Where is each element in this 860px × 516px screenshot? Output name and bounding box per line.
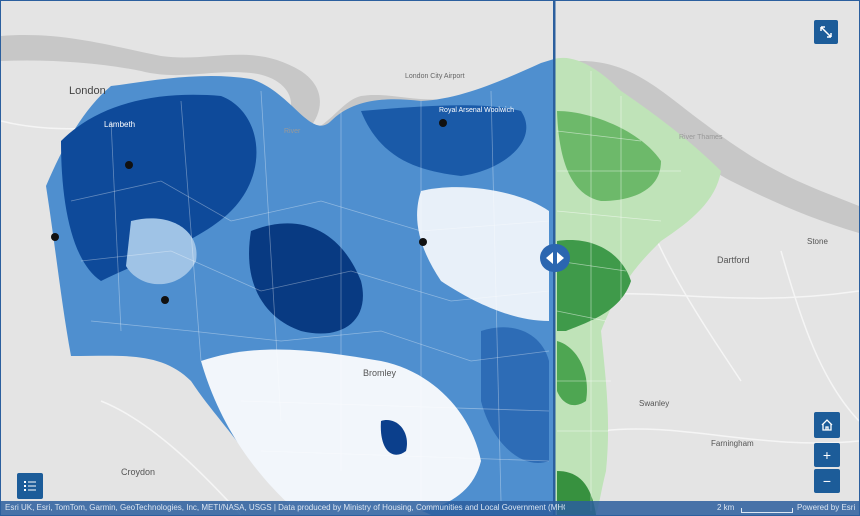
swipe-handle[interactable] [540,244,570,272]
green-cluster-north [557,111,661,201]
blue-cluster-southeast [481,327,549,463]
river-thames [1,35,859,233]
label-london-city-airport: London City Airport [405,73,465,80]
label-dartford: Dartford [717,255,750,265]
blue-boundaries [70,90,550,502]
label-london: London [69,85,106,97]
scale-label: 2 km [717,503,735,512]
label-farningham: Farningham [711,439,754,448]
label-royal-arsenal: Royal Arsenal Woolwich [439,107,514,114]
blue-cluster-north [361,105,527,176]
label-croydon: Croydon [121,467,156,477]
label-stone: Stone [807,237,828,246]
label-lambeth: Lambeth [104,120,136,129]
green-boundaries [556,71,681,511]
legend-list-icon [24,481,36,491]
marker-point[interactable] [419,238,427,246]
marker-point[interactable] [439,119,447,127]
marker-point[interactable] [125,161,133,169]
expand-icon [820,26,832,38]
marker-point[interactable] [51,233,59,241]
powered-by-label[interactable]: Powered by Esri [797,503,856,512]
blue-cluster-central [249,223,363,334]
expand-button[interactable] [814,20,838,44]
home-icon [821,419,833,431]
blue-cluster-light-south [201,349,481,515]
attribution-bar: Esri UK, Esri, TomTom, Garmin, GeoTechno… [1,501,859,515]
swipe-arrows-icon [546,252,564,264]
blue-cluster-light-east [417,187,549,321]
choropleth-right-layer[interactable] [554,57,721,515]
choropleth-left-layer[interactable] [46,59,554,515]
attribution-text[interactable]: Esri UK, Esri, TomTom, Garmin, GeoTechno… [5,503,565,512]
zoom-out-button[interactable]: − [814,469,840,493]
blue-cluster-mid-west [126,218,197,285]
green-cluster-middle [557,240,631,331]
legend-button[interactable] [17,473,43,499]
green-cluster-south [557,341,587,406]
label-bromley: Bromley [363,368,397,378]
marker-point[interactable] [161,296,169,304]
label-river-west: River [284,128,301,135]
scale-bar [741,508,793,513]
blue-cluster-northwest [61,94,257,281]
label-swanley: Swanley [639,399,670,408]
home-button[interactable] [814,412,840,438]
blue-cluster-dark-south [380,420,407,455]
location-markers [51,119,447,304]
label-river-thames-east: River Thames [679,134,723,141]
zoom-in-button[interactable]: + [814,443,840,467]
